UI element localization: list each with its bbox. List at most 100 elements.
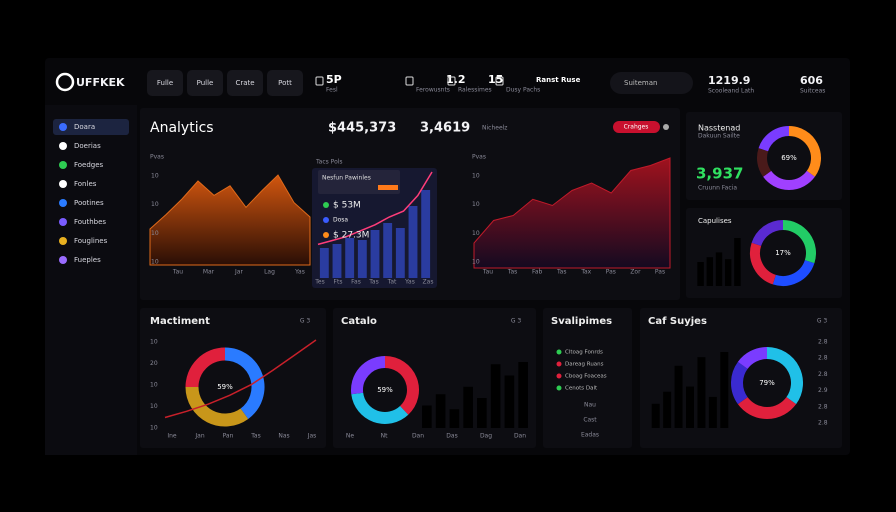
big-number: 3,937 [696,165,743,183]
x-tick-label: Ine [167,433,177,440]
bar [435,394,446,428]
nav-button[interactable] [227,70,263,96]
sidebar-item[interactable]: Doara [74,123,95,131]
y-tick-label: 10 [150,382,158,389]
badge[interactable] [613,121,660,133]
sidebar-item[interactable]: Fueples [74,256,101,264]
nav-label[interactable]: Crate [235,79,254,87]
card-title: Nasstenad [698,124,740,133]
y-tick-label: 2.9 [818,387,828,394]
nav-label[interactable]: Pott [278,79,292,87]
donut-segment [766,347,803,405]
bar [383,223,393,278]
x-tick-label: Dan [514,433,526,440]
amount: $445,373 [328,121,396,136]
bar [477,398,487,428]
card-title: Mactiment [150,316,210,327]
donut-segment [751,220,784,247]
chart-label: Tacs Pols [315,159,343,166]
line [317,171,433,246]
chart-label: Pvas [472,154,486,161]
bar [708,396,717,428]
card-subtitle: Dakuun Sailte [698,133,740,140]
sidebar-item[interactable]: Fonles [74,180,97,188]
donut-center: 59% [377,386,393,394]
bar [490,364,501,428]
sidebar-item[interactable]: Fouglines [74,237,108,245]
legend-dot [323,202,329,208]
y-tick-label: 10 [151,173,159,180]
x-tick-label: Jan [194,433,204,440]
bar [408,206,418,278]
card-title: Caf Suyjes [648,316,707,327]
bar [697,357,706,428]
bar [422,405,432,428]
overlay-panel [312,168,437,288]
line [164,339,317,419]
sidebar-icon [59,237,67,245]
donut-segment [351,392,409,424]
bar [674,365,683,428]
card-icon[interactable]: G 3 [511,318,522,325]
bar [686,386,694,428]
bar [421,190,431,278]
y-tick-label: 10 [151,259,159,266]
tooltip-bar [378,185,398,190]
x-tick-label: Tas [556,269,566,276]
legend-item: Cboag Foaceas [565,374,607,380]
donut-center: 79% [759,379,775,387]
donut-segment [782,220,816,264]
donut-center: 17% [775,249,791,257]
card-icon[interactable]: G 3 [817,318,828,325]
stat-value: 5P [326,73,342,86]
y-tick-label: 10 [150,403,158,410]
legend-dot [556,349,562,355]
count-label: Nicheelz [482,125,507,132]
chart-label: Pvas [150,154,164,161]
nav-button[interactable] [147,70,183,96]
sidebar-item[interactable]: Pootines [74,199,104,207]
big-label: Cruunn Facia [698,185,737,192]
search-box[interactable] [610,72,693,94]
sidebar-item[interactable]: Doerias [74,142,101,150]
y-tick-label: 2.8 [818,339,828,346]
sidebar-item[interactable]: Foedges [74,161,104,169]
card-icon[interactable]: G 3 [300,318,311,325]
logo-icon [55,72,75,92]
x-tick-label: Tes [314,279,324,286]
nav-button[interactable] [187,70,223,96]
bar [345,238,355,278]
nav-label[interactable]: Pulle [197,79,214,87]
area [473,157,671,269]
card [543,308,632,448]
x-tick-label: Pas [606,269,616,276]
stat-icon [447,76,456,86]
card-title: Svalipimes [551,316,612,327]
donut-segment [757,148,772,177]
note: Nau [584,402,596,409]
donut-segment [772,259,815,286]
sidebar-active[interactable] [53,119,129,135]
badge-label[interactable]: Crahges [624,124,649,131]
count-label: Suitceas [800,88,825,95]
sidebar-item[interactable]: Fouthbes [74,218,106,226]
x-tick-label: Pan [223,433,234,440]
sidebar-icon [59,218,67,226]
stat-icon [495,76,504,86]
y-tick-label: 10 [151,201,159,208]
donut-segment [750,242,777,285]
x-tick-label: Tas [368,279,378,286]
sidebar-icon [59,256,67,264]
bar [357,240,367,278]
donut-segment [737,347,768,370]
bar [504,375,515,428]
donut-segment [788,126,821,177]
nav-button[interactable] [267,70,303,96]
bar [449,409,460,428]
nav-label[interactable]: Fulle [157,79,173,87]
stat-label: Ralessimes [458,87,492,94]
title: Analytics [150,120,214,136]
logo: UFFKEK [76,76,125,89]
